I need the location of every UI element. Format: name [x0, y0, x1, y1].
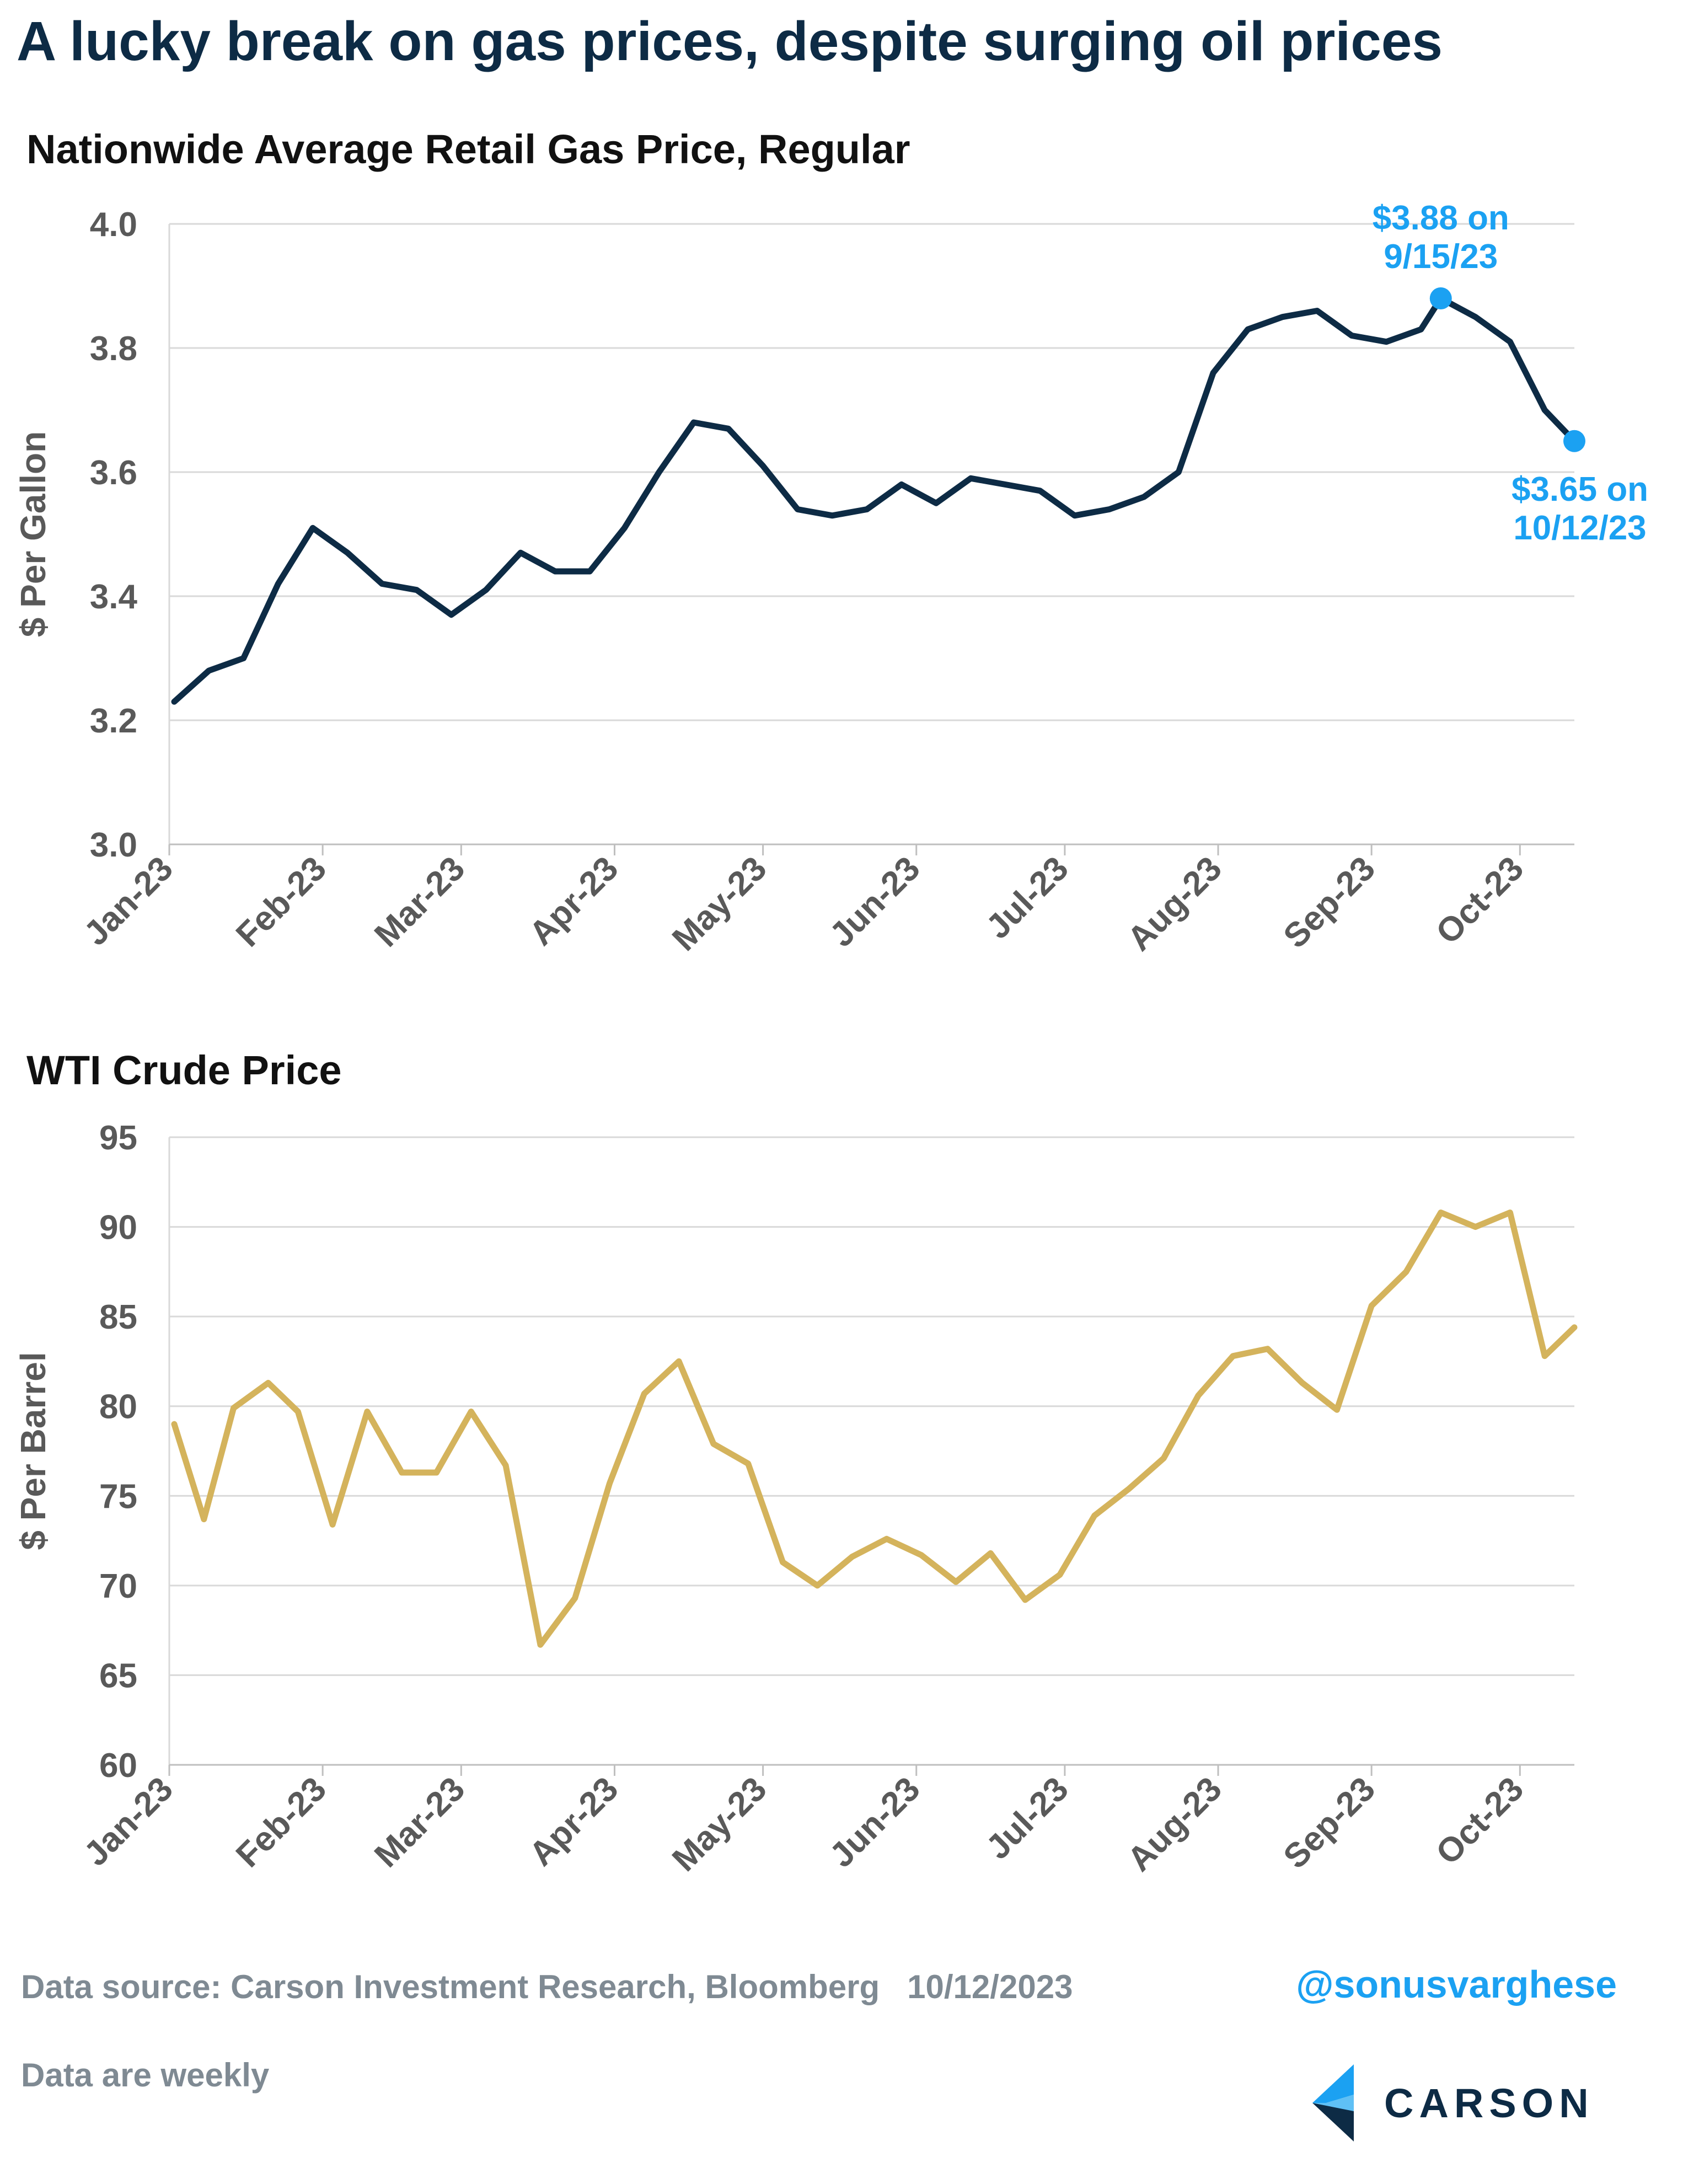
carson-logo-icon — [1312, 2064, 1354, 2142]
x-tick-label: Sep-23 — [1276, 1770, 1382, 1876]
x-tick-label: Aug-23 — [1121, 1770, 1229, 1878]
gas-chart-title: Nationwide Average Retail Gas Price, Reg… — [26, 126, 910, 172]
y-tick-label: 3.4 — [90, 578, 138, 616]
y-tick-label: 65 — [99, 1657, 137, 1695]
x-tick-label: May-23 — [665, 849, 774, 958]
y-tick-label: 90 — [99, 1209, 137, 1247]
page-title: A lucky break on gas prices, despite sur… — [17, 10, 1443, 72]
annotation-label-peak-line1: $3.88 on — [1373, 199, 1509, 237]
y-tick-label: 75 — [99, 1478, 137, 1516]
y-tick-label: 3.0 — [90, 826, 137, 864]
series-line — [171, 1209, 1578, 1648]
annotation-marker-latest — [1563, 430, 1585, 452]
x-tick-label: May-23 — [665, 1770, 774, 1878]
y-tick-label: 80 — [99, 1388, 137, 1426]
x-tick-label: Jul-23 — [979, 1770, 1076, 1867]
y-tick-label: 3.6 — [90, 454, 137, 492]
annotation-label-latest-line2: 10/12/23 — [1513, 509, 1646, 547]
series-line — [171, 295, 1578, 705]
x-tick-label: Apr-23 — [522, 1770, 626, 1873]
carson-logo-text: CARSON — [1384, 2080, 1594, 2126]
wti-chart-title: WTI Crude Price — [26, 1047, 342, 1093]
x-tick-label: Jun-23 — [823, 849, 928, 954]
x-tick-label: Jan-23 — [77, 849, 180, 953]
y-tick-label: 95 — [99, 1119, 137, 1157]
data-frequency-note: Data are weekly — [21, 2057, 270, 2094]
x-tick-label: Feb-23 — [229, 849, 334, 954]
data-source-note: Data source: Carson Investment Research,… — [21, 1968, 1073, 2005]
x-tick-label: Jan-23 — [77, 1770, 180, 1873]
x-tick-label: Jun-23 — [823, 1770, 928, 1875]
y-axis-title: $ Per Barrel — [13, 1352, 53, 1550]
x-tick-label: Mar-23 — [367, 849, 472, 954]
wti-price-chart: 60 65 70 75 80 85 90 95 Jan-23 Feb-23 Mar-23 Apr-23… — [13, 1119, 1578, 1879]
annotation-marker-peak — [1429, 287, 1452, 309]
annotation-label-latest-line1: $3.65 on — [1512, 470, 1648, 508]
y-tick-label: 3.8 — [90, 330, 137, 368]
x-tick-label: Oct-23 — [1429, 1770, 1531, 1872]
y-tick-label: 4.0 — [90, 206, 137, 244]
x-tick-label: Apr-23 — [522, 849, 626, 953]
x-tick-label: Sep-23 — [1276, 849, 1382, 956]
twitter-handle: @sonusvarghese — [1296, 1963, 1617, 2006]
y-tick-label: 60 — [99, 1747, 137, 1785]
x-tick-label: Mar-23 — [367, 1770, 472, 1875]
gas-price-chart: 3.0 3.2 3.4 3.6 3.8 4.0 Jan-23 Feb-23 Mar-23 Apr-… — [13, 199, 1648, 959]
y-axis-title: $ Per Gallon — [13, 431, 53, 637]
carson-logo: CARSON — [1301, 2062, 1594, 2144]
x-tick-label: Jul-23 — [979, 849, 1076, 946]
annotation-label-peak-line2: 9/15/23 — [1384, 238, 1498, 276]
x-tick-label: Feb-23 — [229, 1770, 334, 1875]
y-tick-label: 3.2 — [90, 702, 137, 740]
x-tick-label: Aug-23 — [1121, 849, 1229, 958]
y-tick-label: 85 — [99, 1298, 137, 1336]
x-tick-label: Oct-23 — [1429, 849, 1531, 951]
y-tick-label: 70 — [99, 1567, 137, 1605]
